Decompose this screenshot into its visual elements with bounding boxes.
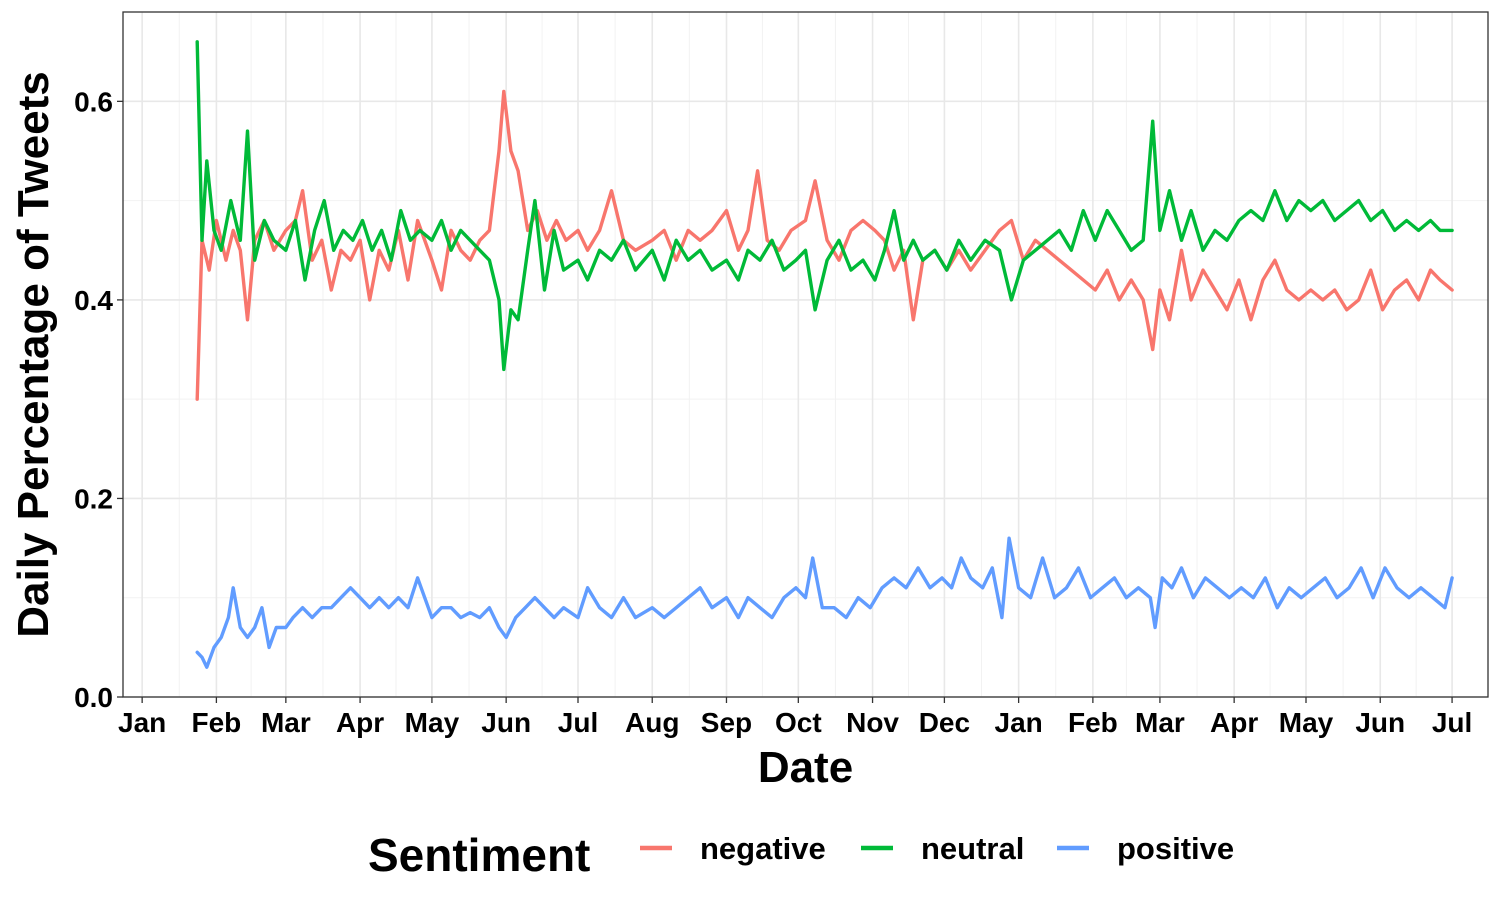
- x-tick-label: Feb: [1068, 707, 1118, 738]
- legend-label-positive: positive: [1117, 831, 1234, 866]
- x-tick-label: Dec: [919, 707, 970, 738]
- x-tick-label: May: [1279, 707, 1334, 738]
- y-tick-label: 0.6: [74, 86, 113, 117]
- y-axis-title: Daily Percentage of Tweets: [9, 71, 58, 638]
- legend-label-negative: negative: [700, 831, 826, 866]
- x-tick-label: May: [405, 707, 460, 738]
- x-tick-label: Jan: [995, 707, 1043, 738]
- legend-title: Sentiment: [368, 829, 590, 881]
- legend-label-neutral: neutral: [921, 831, 1024, 866]
- x-tick-label: Jun: [1355, 707, 1405, 738]
- x-tick-label: Apr: [1210, 707, 1258, 738]
- x-tick-label: Mar: [1135, 707, 1185, 738]
- x-tick-label: Feb: [192, 707, 242, 738]
- legend: Sentiment negative neutral positive: [368, 829, 1234, 881]
- x-tick-label: Jun: [481, 707, 531, 738]
- y-tick-label: 0.4: [74, 285, 113, 316]
- x-tick-label: Apr: [336, 707, 384, 738]
- x-axis: Jan Feb Mar Apr May Jun Jul Aug Sep Oct Nov Dec Jan F…: [118, 697, 1472, 738]
- x-tick-label: Aug: [625, 707, 679, 738]
- plot-border: [122, 11, 1489, 698]
- y-tick-label: 0.0: [74, 682, 113, 713]
- x-tick-label: Mar: [261, 707, 311, 738]
- x-tick-label: Jan: [118, 707, 166, 738]
- series-layer: [195, 40, 1454, 669]
- series-line-positive: [195, 536, 1454, 669]
- x-tick-label: Jul: [1432, 707, 1472, 738]
- x-axis-title: Date: [758, 743, 853, 792]
- legend-items: negative neutral positive: [640, 831, 1234, 866]
- x-tick-label: Nov: [846, 707, 899, 738]
- y-axis: 0.0 0.2 0.4 0.6: [74, 86, 123, 713]
- x-tick-label: Oct: [775, 707, 822, 738]
- x-tick-label: Sep: [701, 707, 752, 738]
- x-tick-label: Jul: [558, 707, 598, 738]
- y-tick-label: 0.2: [74, 483, 113, 514]
- series-line-neutral: [195, 40, 1454, 372]
